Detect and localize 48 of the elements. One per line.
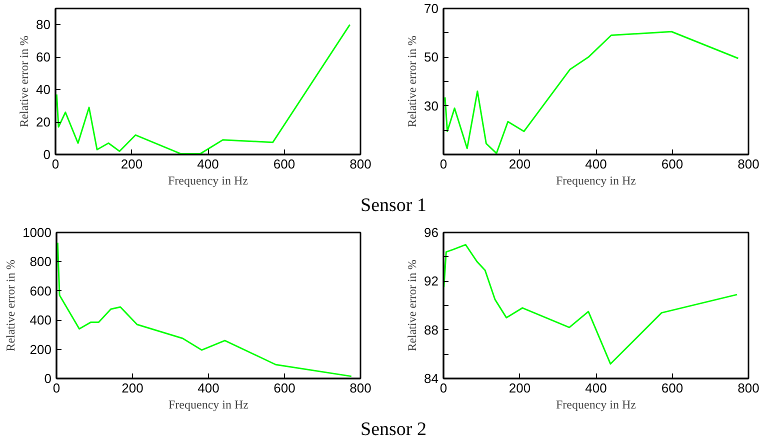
x-axis-title: Frequency in Hz bbox=[168, 174, 248, 188]
y-tick-label: 0 bbox=[43, 147, 51, 162]
y-tick-label: 80 bbox=[36, 17, 51, 32]
y-tick-label: 40 bbox=[36, 82, 51, 98]
x-tick-label: 200 bbox=[122, 380, 144, 396]
x-tick-label: 800 bbox=[738, 156, 760, 172]
x-tick-label: 600 bbox=[661, 380, 684, 396]
y-axis-title: Relative error in % bbox=[17, 36, 32, 128]
y-tick-label: 84 bbox=[424, 371, 439, 386]
x-tick-label: 800 bbox=[350, 156, 372, 172]
x-tick-label: 400 bbox=[198, 380, 220, 396]
x-tick-label: 800 bbox=[350, 380, 372, 396]
x-tick-label: 400 bbox=[197, 156, 219, 172]
x-tick-label: 600 bbox=[661, 156, 684, 172]
y-tick-label: 600 bbox=[30, 283, 52, 298]
y-tick-label: 96 bbox=[424, 225, 439, 240]
line-series bbox=[444, 30, 739, 154]
y-tick-label: 30 bbox=[424, 98, 439, 114]
x-tick-label: 600 bbox=[274, 380, 296, 396]
x-tick-label: 200 bbox=[120, 156, 143, 172]
x-axis-title: Frequency in Hz bbox=[168, 398, 248, 412]
y-tick-label: 1000 bbox=[22, 225, 52, 240]
x-tick-label: 800 bbox=[738, 380, 760, 396]
y-tick-label: 60 bbox=[36, 50, 51, 65]
text: Sensor 1 bbox=[360, 195, 428, 217]
x-tick-label: 200 bbox=[508, 380, 531, 396]
text: Sensor 2 bbox=[360, 419, 428, 440]
y-tick-label: 70 bbox=[424, 1, 439, 16]
y-tick-label: 200 bbox=[30, 342, 52, 357]
line-series bbox=[56, 24, 351, 154]
y-tick-label: 50 bbox=[424, 50, 439, 65]
y-tick-label: 0 bbox=[44, 371, 52, 386]
y-tick-label: 800 bbox=[30, 254, 52, 270]
y-tick-label: 88 bbox=[424, 322, 439, 338]
line-series bbox=[444, 244, 738, 365]
x-tick-label: 400 bbox=[585, 156, 607, 172]
y-axis-title: Relative error in % bbox=[405, 36, 420, 128]
y-tick-label: 92 bbox=[424, 274, 439, 289]
y-tick-label: 20 bbox=[36, 114, 51, 130]
y-tick-label: 400 bbox=[30, 312, 52, 328]
x-tick-label: 600 bbox=[273, 156, 296, 172]
line-series bbox=[56, 242, 352, 378]
x-tick-label: 400 bbox=[585, 380, 607, 396]
y-axis-title: Relative error in % bbox=[405, 260, 420, 352]
y-axis-title: Relative error in % bbox=[4, 260, 18, 352]
x-axis-title: Frequency in Hz bbox=[556, 398, 636, 412]
x-axis-title: Frequency in Hz bbox=[556, 174, 636, 188]
x-tick-label: 200 bbox=[508, 156, 531, 172]
